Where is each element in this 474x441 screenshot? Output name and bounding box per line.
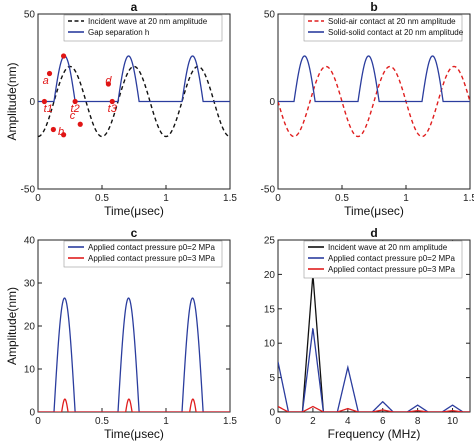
time-marker-text: t2 bbox=[71, 103, 80, 115]
x-tick-label: 1 bbox=[163, 416, 169, 427]
marked-point bbox=[77, 121, 83, 127]
time-marker-label: t1 bbox=[44, 103, 53, 115]
y-tick-label: 50 bbox=[264, 10, 276, 21]
x-tick-label: 0.5 bbox=[95, 193, 109, 204]
legend-label: Solid-air contact at 20 nm amplitude bbox=[328, 17, 456, 26]
x-tick-label: 4 bbox=[345, 416, 351, 427]
marked-point bbox=[61, 53, 67, 59]
series-line-1 bbox=[278, 55, 470, 103]
x-tick-label: 0.5 bbox=[95, 416, 109, 427]
x-tick-label: 0 bbox=[275, 193, 281, 204]
y-tick-label: 40 bbox=[24, 236, 36, 247]
y-tick-label: 0 bbox=[269, 408, 275, 419]
x-tick-label: 1 bbox=[403, 193, 409, 204]
x-tick-label: 1.5 bbox=[223, 193, 237, 204]
x-tick-label: 1 bbox=[163, 193, 169, 204]
series-group bbox=[278, 55, 470, 138]
legend: Incident wave at 20 nm amplitude Applied … bbox=[303, 240, 463, 279]
legend-box bbox=[63, 14, 223, 42]
y-tick-label: -50 bbox=[261, 185, 276, 196]
marked-point bbox=[41, 98, 48, 105]
y-axis-label: Amplitude(nm) bbox=[5, 62, 19, 140]
x-axis-label: Time(μsec) bbox=[104, 204, 164, 218]
marked-point bbox=[61, 132, 67, 138]
y-tick-label: 15 bbox=[264, 304, 276, 315]
series-line-0 bbox=[278, 65, 470, 138]
point-label: d bbox=[105, 75, 112, 87]
y-tick-label: 0 bbox=[29, 97, 35, 108]
x-tick-label: 6 bbox=[380, 416, 386, 427]
y-tick-label: 10 bbox=[24, 365, 36, 376]
point-label: a bbox=[43, 75, 49, 87]
x-tick-label: 0.5 bbox=[335, 193, 349, 204]
point-label: c bbox=[70, 110, 76, 122]
legend-label: Gap separation h bbox=[88, 28, 149, 37]
y-axis-label: Amplitude(nm) bbox=[5, 287, 19, 365]
x-tick-label: 8 bbox=[415, 416, 421, 427]
y-tick-label: 25 bbox=[264, 236, 276, 247]
marked-point bbox=[50, 126, 56, 133]
x-axis-label: Frequency (MHz) bbox=[328, 427, 421, 441]
legend: Incident wave at 20 nm amplitude Gap sepa… bbox=[63, 14, 223, 42]
time-marker-label: t3 bbox=[108, 103, 118, 115]
legend-label: Incident wave at 20 nm amplitude bbox=[88, 17, 208, 26]
x-tick-label: 0 bbox=[35, 193, 41, 204]
series-line-0 bbox=[38, 65, 230, 138]
y-tick-label: -50 bbox=[21, 185, 36, 196]
panel-title: a bbox=[131, 0, 138, 14]
legend: Applied contact pressure p0=2 MPa Applied… bbox=[63, 240, 223, 268]
time-marker-text: t1 bbox=[44, 103, 53, 115]
marked-point bbox=[72, 98, 78, 105]
x-axis-label: Time(μsec) bbox=[104, 427, 164, 441]
panel-title: b bbox=[370, 0, 377, 14]
series-line-0 bbox=[278, 274, 470, 412]
y-tick-label: 30 bbox=[24, 279, 36, 290]
legend-label: Applied contact pressure p0=2 MPa bbox=[88, 243, 216, 252]
x-tick-label: 1.5 bbox=[463, 193, 474, 204]
plot-area bbox=[37, 13, 231, 190]
y-tick-label: 5 bbox=[269, 373, 275, 384]
panel-c: c 0 10 20 30 40 0 0.5 1 1.5 Time(μsec) Amplitude(nm… bbox=[5, 226, 237, 441]
y-tick-label: 50 bbox=[24, 10, 36, 21]
series-group bbox=[38, 55, 230, 138]
series-line-2 bbox=[278, 405, 470, 412]
x-tick-label: 1.5 bbox=[223, 416, 237, 427]
point-label: b bbox=[58, 126, 64, 138]
legend-label: Incident wave at 20 nm amplitude bbox=[328, 243, 448, 252]
series-group bbox=[38, 297, 230, 412]
x-tick-label: 0 bbox=[35, 416, 41, 427]
panel-d: d 0 5 10 15 20 25 0 2 4 6 8 10 Frequency (MHz) Inciden… bbox=[264, 226, 471, 441]
y-tick-label: 0 bbox=[29, 408, 35, 419]
series-line-0 bbox=[38, 297, 230, 412]
series-group bbox=[278, 274, 470, 412]
legend-label: Applied contact pressure p0=3 MPa bbox=[328, 265, 456, 274]
x-tick-label: 2 bbox=[310, 416, 316, 427]
x-axis-label: Time(μsec) bbox=[344, 204, 404, 218]
legend-label: Applied contact pressure p0=2 MPa bbox=[328, 254, 456, 263]
time-marker-text: t3 bbox=[108, 103, 118, 115]
time-marker-label: t2 bbox=[71, 103, 80, 115]
legend-label: Solid-solid contact at 20 nm amplitude bbox=[328, 28, 464, 37]
y-tick-label: 20 bbox=[264, 270, 276, 281]
x-tick-label: 10 bbox=[447, 416, 459, 427]
y-tick-label: 20 bbox=[24, 322, 36, 333]
legend-box bbox=[63, 240, 223, 268]
marked-point bbox=[109, 98, 115, 105]
legend-box bbox=[303, 14, 463, 42]
legend-box bbox=[303, 240, 463, 279]
x-tick-label: 0 bbox=[275, 416, 281, 427]
panel-title: d bbox=[370, 226, 377, 240]
y-tick-label: 10 bbox=[264, 339, 276, 350]
marked-point bbox=[105, 81, 111, 87]
marked-point bbox=[46, 70, 53, 77]
legend-label: Applied contact pressure p0=3 MPa bbox=[88, 254, 216, 263]
y-tick-label: 0 bbox=[269, 97, 275, 108]
series-line-1 bbox=[38, 55, 230, 103]
series-line-1 bbox=[278, 327, 470, 412]
panel-title: c bbox=[131, 226, 138, 240]
legend: Solid-air contact at 20 nm amplitude Soli… bbox=[303, 14, 464, 42]
